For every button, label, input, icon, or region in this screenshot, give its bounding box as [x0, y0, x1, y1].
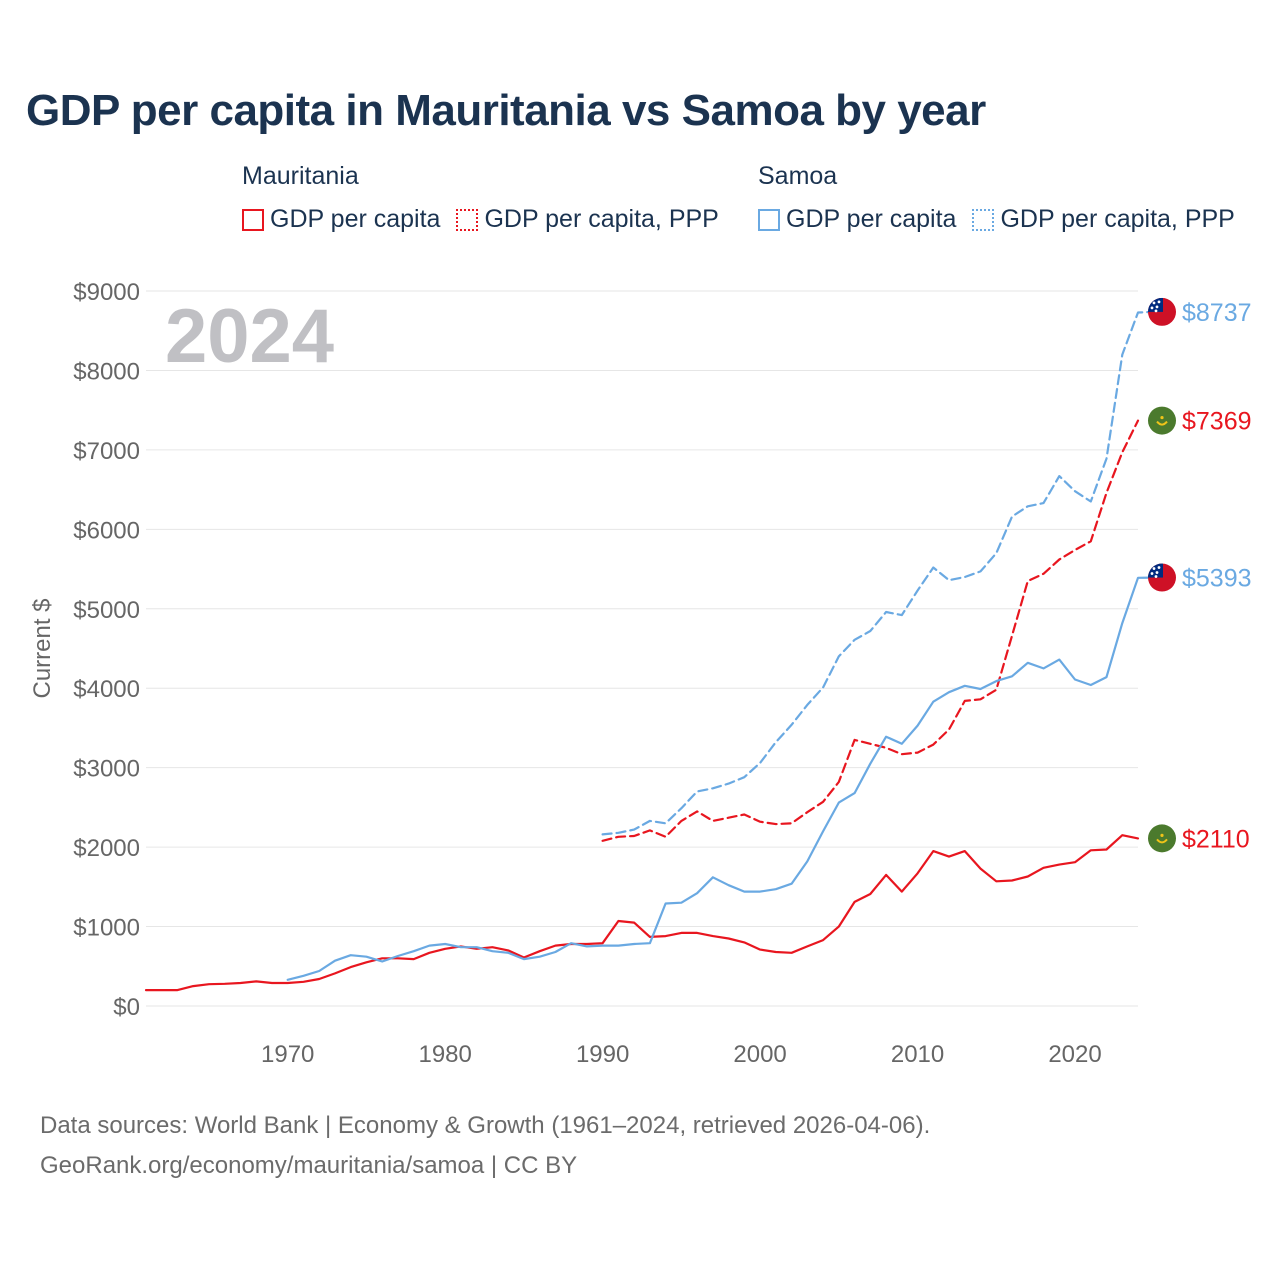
mauritania-flag-icon [1148, 824, 1176, 853]
y-tick-label: $5000 [73, 597, 140, 624]
series-line [144, 834, 1140, 992]
x-tick-label: 1970 [261, 1041, 314, 1068]
legend-swatch-dotted [972, 208, 995, 231]
y-tick-label: $2000 [73, 835, 140, 862]
mauritania-flag-icon [1148, 406, 1176, 435]
footer-link[interactable]: GeoRank.org/economy/mauritania/samoa | C… [40, 1152, 578, 1179]
x-tick-label: 2000 [733, 1041, 786, 1068]
samoa-flag-icon [1148, 563, 1176, 592]
flag-green-field [1148, 824, 1176, 853]
legend-swatch-dotted [456, 208, 479, 231]
x-tick-label: 2010 [891, 1041, 944, 1068]
flag-crescent [1156, 838, 1168, 844]
y-tick-label: $0 [113, 994, 140, 1021]
y-tick-label: $7000 [73, 438, 140, 465]
legend-samoa-title: Samoa [758, 162, 838, 190]
series-line [286, 576, 1155, 981]
flag-body [1148, 297, 1176, 326]
flag-star [1150, 306, 1154, 310]
flag-green-field [1148, 406, 1176, 435]
y-axis-label: Current $ [29, 598, 56, 698]
legend-label: GDP per capita, PPP [1000, 205, 1235, 233]
legend-item-samoa-ppp[interactable]: GDP per capita, PPP [972, 205, 1235, 234]
legend-mauritania: Mauritania GDP per capita GDP per capita… [242, 162, 719, 234]
flag-body [1148, 563, 1176, 592]
legend-label: GDP per capita, PPP [484, 205, 719, 233]
y-tick-label: $4000 [73, 676, 140, 703]
flag-star [1152, 301, 1156, 305]
legend-item-samoa-gdp[interactable]: GDP per capita [758, 205, 956, 234]
x-tick-label: 2020 [1048, 1041, 1101, 1068]
end-value-label: $5393 [1182, 565, 1252, 593]
x-tick-label: 1980 [418, 1041, 471, 1068]
end-value-label: $2110 [1182, 825, 1250, 853]
series-line [601, 419, 1140, 842]
samoa-flag-icon [1148, 297, 1176, 326]
legend-item-mauritania-gdp[interactable]: GDP per capita [242, 205, 440, 234]
legend-label: GDP per capita [270, 205, 441, 233]
flag-star [1160, 833, 1164, 837]
y-tick-label: $1000 [73, 915, 140, 942]
y-tick-label: $6000 [73, 517, 140, 544]
legend-swatch-solid [758, 208, 780, 231]
series-line [601, 310, 1155, 836]
flag-star [1157, 566, 1161, 569]
y-tick-label: $9000 [73, 279, 140, 306]
year-label: 2024 [165, 294, 334, 379]
flag-star [1155, 571, 1159, 574]
end-value-label: $7369 [1182, 408, 1252, 436]
y-tick-label: $8000 [73, 358, 140, 385]
chart-title: GDP per capita in Mauritania vs Samoa by… [26, 86, 986, 135]
flag-star [1155, 305, 1159, 309]
x-tick-label: 1990 [576, 1041, 629, 1068]
footer: Data sources: World Bank | Economy & Gro… [40, 1106, 930, 1186]
legend-label: GDP per capita [786, 205, 957, 233]
flag-star [1160, 415, 1164, 420]
legend-item-mauritania-ppp[interactable]: GDP per capita, PPP [456, 205, 719, 234]
flag-star [1154, 575, 1158, 578]
legend-swatch-solid [242, 208, 264, 231]
legend-mauritania-title: Mauritania [242, 162, 359, 190]
flag-star [1154, 309, 1158, 313]
y-tick-label: $3000 [73, 756, 140, 783]
flag-crescent [1156, 420, 1168, 426]
flag-star [1150, 572, 1154, 575]
legend-samoa: Samoa GDP per capita GDP per capita, PPP [758, 162, 1235, 234]
flag-star [1152, 567, 1156, 570]
end-value-label: $8737 [1182, 299, 1252, 327]
footer-sources: Data sources: World Bank | Economy & Gro… [40, 1112, 931, 1139]
flag-star [1157, 300, 1161, 304]
